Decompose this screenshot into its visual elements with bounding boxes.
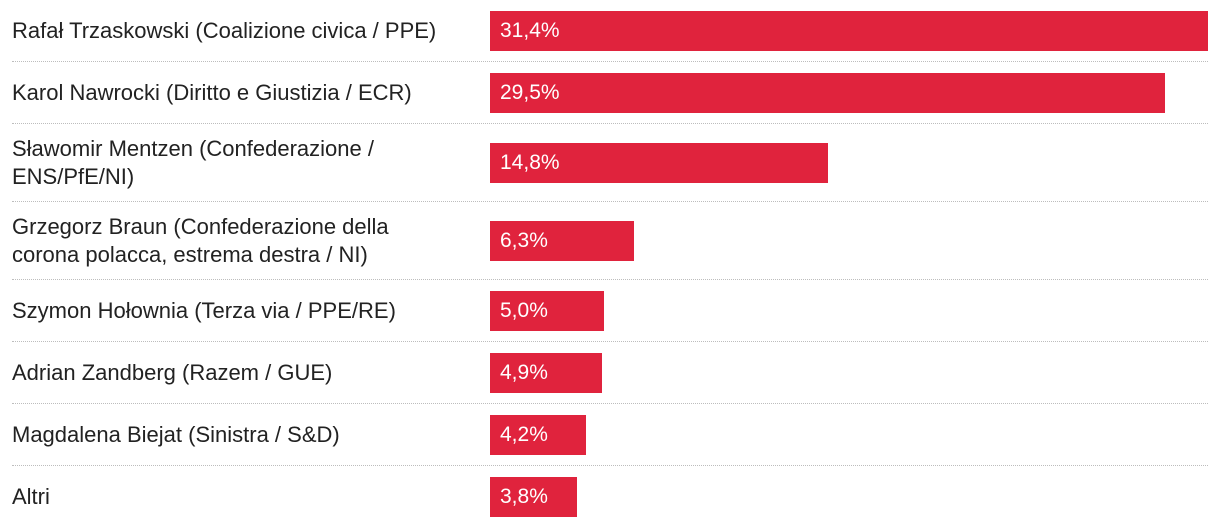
category-label: Grzegorz Braun (Confederazione della cor… [12, 214, 389, 267]
data-label: 5,0% [500, 299, 548, 322]
row-divider [12, 341, 1208, 342]
row-divider [12, 465, 1208, 466]
category-label: Sławomir Mentzen (Confederazione / ENS/P… [12, 136, 374, 189]
data-label: 29,5% [500, 81, 560, 104]
data-label: 6,3% [500, 229, 548, 252]
bar [490, 11, 1208, 51]
row-divider [12, 201, 1208, 202]
data-label: 3,8% [500, 485, 548, 508]
row-divider [12, 403, 1208, 404]
data-label: 4,2% [500, 423, 548, 446]
category-label: Magdalena Biejat (Sinistra / S&D) [12, 422, 340, 447]
row-divider [12, 123, 1208, 124]
data-label: 14,8% [500, 151, 560, 174]
row-divider [12, 279, 1208, 280]
data-label: 31,4% [500, 19, 560, 42]
category-label: Szymon Hołownia (Terza via / PPE/RE) [12, 298, 396, 323]
bar [490, 221, 634, 261]
bar [490, 477, 577, 517]
category-label: Adrian Zandberg (Razem / GUE) [12, 360, 333, 385]
bar [490, 415, 586, 455]
category-label: Altri [12, 484, 50, 509]
bar [490, 353, 602, 393]
bar [490, 73, 1165, 113]
category-label: Karol Nawrocki (Diritto e Giustizia / EC… [12, 80, 412, 105]
category-label: Rafał Trzaskowski (Coalizione civica / P… [12, 18, 437, 43]
row-divider [12, 61, 1208, 62]
bar [490, 291, 604, 331]
data-label: 4,9% [500, 361, 548, 384]
bar [490, 143, 828, 183]
